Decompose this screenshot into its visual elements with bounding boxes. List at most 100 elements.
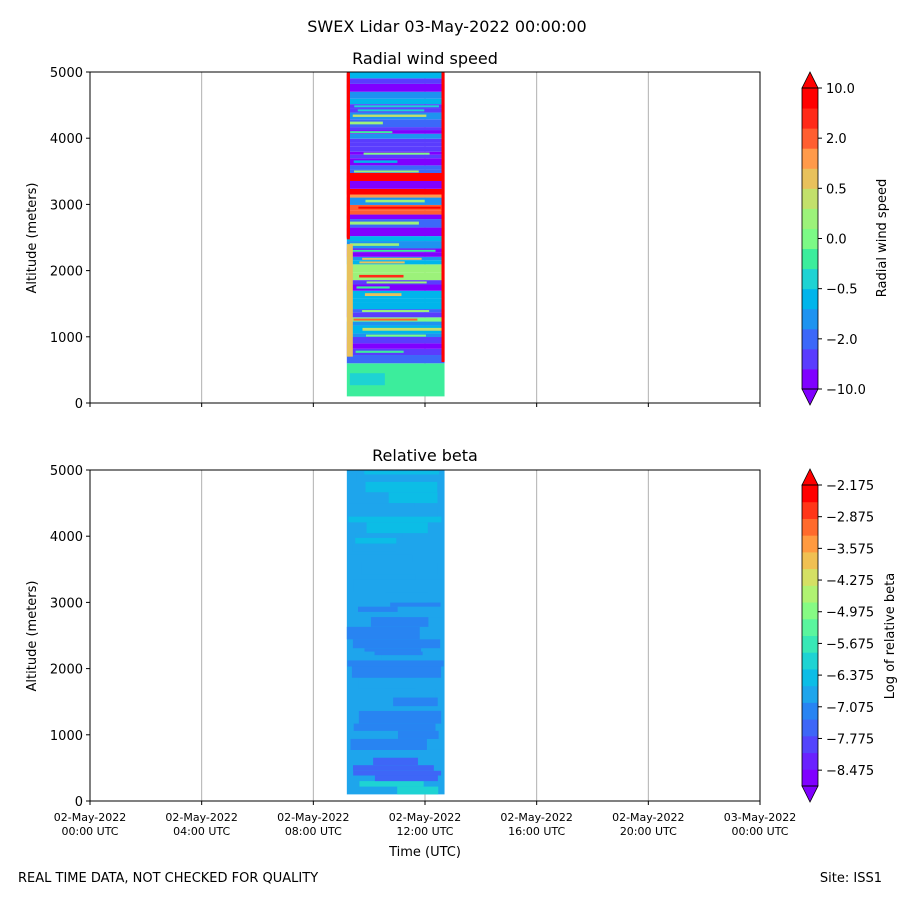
heatmap-cell (358, 206, 441, 209)
y-tick-label: 1000 (50, 729, 83, 744)
heatmap-cell (346, 321, 445, 326)
colorbar-radial-wind: 10.0 2.0 0.5 0.0 −0.5 −2.0 −10.0 (801, 71, 866, 406)
heatmap-cell (350, 190, 420, 193)
heatmap-cell (346, 146, 445, 152)
heatmap-cell (346, 83, 445, 92)
heatmap-cell (401, 611, 444, 618)
heatmap-cell (362, 257, 422, 260)
colorbar-segment (802, 128, 818, 149)
heatmap-cell (381, 655, 426, 661)
x-tick-label-time: 20:00 UTC (620, 825, 677, 838)
x-tick-label-date: 02-May-2022 (277, 811, 349, 824)
colorbar-segment (802, 618, 818, 636)
heatmap-cell (363, 152, 430, 155)
heatmap-cell (351, 249, 436, 252)
colorbar-segment (802, 108, 818, 129)
heatmap-cell (347, 551, 396, 555)
heatmap-cell (397, 730, 439, 739)
panel-title-top: Radial wind speed (352, 49, 498, 68)
colorbar-segment (802, 635, 818, 653)
colorbar-tick-label: −8.475 (826, 764, 874, 779)
heatmap-cell (346, 154, 445, 159)
heatmap-cell (365, 199, 425, 203)
heatmap-cell (346, 130, 445, 134)
heatmap-cell (357, 109, 425, 112)
heatmap-cell (346, 91, 445, 99)
heatmap-cell (388, 492, 438, 504)
heatmap-cell (353, 723, 436, 731)
colorbar-segment (802, 148, 818, 169)
colorbar-tick-label: −2.175 (826, 479, 874, 494)
x-tick-label-time: 00:00 UTC (61, 825, 118, 838)
heatmap-cell (358, 677, 416, 689)
heatmap-cell (347, 221, 419, 225)
heatmap-cell (393, 697, 438, 707)
colorbar-segment (802, 752, 818, 770)
colorbar-tick-label: −4.975 (826, 606, 874, 621)
x-tick-label-time: 12:00 UTC (396, 825, 453, 838)
heatmap-cell (397, 786, 439, 795)
heatmap-cell (349, 373, 385, 386)
colorbar-segment (802, 719, 818, 737)
heatmap-cell (347, 660, 444, 667)
heatmap-cell (346, 236, 445, 242)
colorbar-segment (802, 348, 818, 370)
heatmap-cell (353, 770, 442, 776)
heatmap-cell (360, 574, 416, 580)
heatmap-cell (346, 210, 445, 215)
colorbar-segment (802, 308, 818, 330)
heatmap-cell (346, 302, 445, 310)
heatmap-cell (349, 243, 400, 246)
colorbar-segment (802, 518, 818, 536)
heatmap-cell (362, 310, 430, 313)
heatmap-cell (350, 131, 393, 134)
heatmap-cell (346, 244, 353, 357)
colorbar-tick-label: −7.075 (826, 701, 874, 716)
heatmap-cell (346, 119, 445, 128)
colorbar-segment (802, 602, 818, 620)
heatmap-cell (366, 522, 428, 534)
heatmap-cell (374, 651, 423, 656)
y-tick-label: 4000 (50, 132, 83, 147)
x-tick-label-date: 03-May-2022 (724, 811, 796, 824)
heatmap-cell (353, 706, 411, 711)
colorbar-segment (802, 568, 818, 586)
heatmap-cell (366, 281, 427, 284)
heatmap-radial-wind (346, 71, 445, 397)
heatmap-cell (362, 327, 443, 331)
heatmap-cell (346, 98, 445, 105)
heatmap-cell (353, 318, 418, 321)
colorbar-segment (802, 652, 818, 670)
heatmap-cell (356, 474, 443, 482)
y-axis-label-bottom: Altitude (meters) (25, 581, 40, 692)
y-tick-label: 3000 (50, 198, 83, 213)
panel-radial-wind: Radial wind speed 010002000300040005000 … (25, 49, 890, 412)
colorbar-extend-max (801, 71, 819, 89)
heatmap-cell (346, 142, 445, 147)
colorbar-segment (802, 685, 818, 703)
heatmap-cell (364, 648, 422, 652)
colorbar-segment (802, 168, 818, 189)
heatmap-cell (349, 503, 415, 508)
colorbar-segment (802, 208, 818, 229)
heatmap-cell (366, 334, 426, 337)
x-tick-label-time: 04:00 UTC (173, 825, 230, 838)
heatmap-cell (370, 617, 429, 627)
heatmap-cell (346, 127, 445, 131)
heatmap-cell (346, 252, 445, 257)
colorbar-frame (801, 484, 819, 787)
heatmap-cell (346, 264, 445, 273)
y-tick-label: 2000 (50, 265, 83, 280)
colorbar-segment (802, 702, 818, 720)
colorbar-segment (802, 328, 818, 350)
heatmap-cell (347, 554, 413, 563)
colorbar-tick-label: −2.875 (826, 511, 874, 526)
x-tick-label-date: 02-May-2022 (389, 811, 461, 824)
colorbar-segment (802, 288, 818, 310)
colorbar-segment (802, 535, 818, 553)
colorbar-segment (802, 368, 818, 390)
heatmap-cell (346, 71, 350, 75)
colorbar-tick-label: −5.675 (826, 637, 874, 652)
colorbar-extend-max (801, 468, 819, 486)
